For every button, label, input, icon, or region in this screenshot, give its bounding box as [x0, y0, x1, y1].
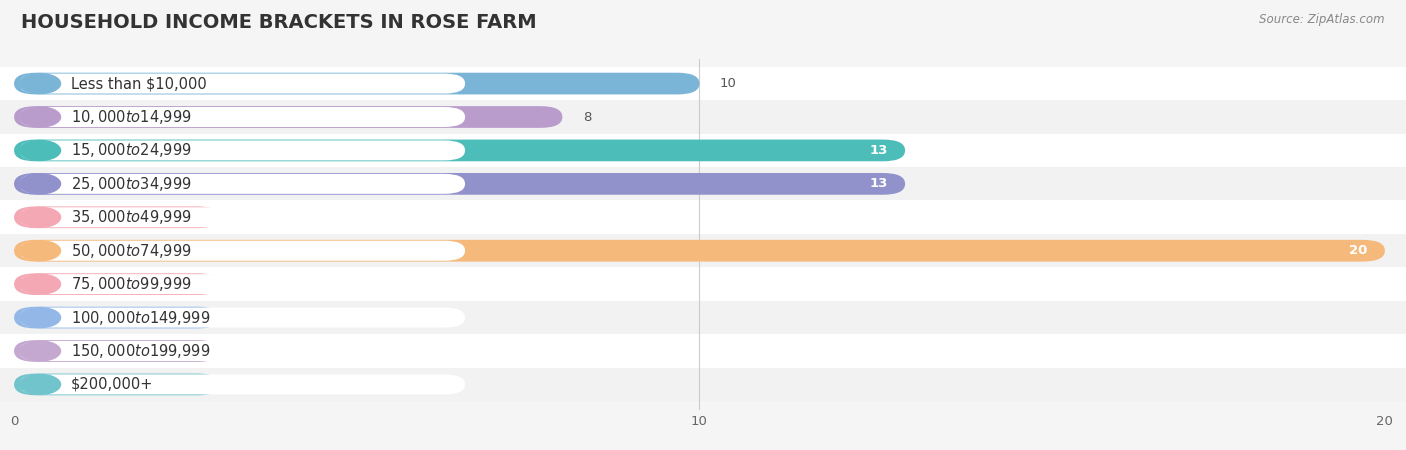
Circle shape: [20, 174, 60, 194]
FancyBboxPatch shape: [14, 173, 905, 195]
Text: $35,000 to $49,999: $35,000 to $49,999: [70, 208, 191, 226]
Circle shape: [20, 74, 60, 94]
FancyBboxPatch shape: [14, 73, 700, 94]
FancyBboxPatch shape: [0, 134, 1406, 167]
FancyBboxPatch shape: [0, 368, 1406, 401]
Text: 13: 13: [869, 177, 889, 190]
FancyBboxPatch shape: [0, 334, 1406, 368]
Text: Source: ZipAtlas.com: Source: ZipAtlas.com: [1260, 14, 1385, 27]
FancyBboxPatch shape: [14, 106, 562, 128]
FancyBboxPatch shape: [20, 308, 465, 328]
FancyBboxPatch shape: [20, 140, 465, 160]
Circle shape: [20, 374, 60, 394]
Circle shape: [20, 140, 60, 160]
FancyBboxPatch shape: [0, 167, 1406, 201]
FancyBboxPatch shape: [14, 273, 219, 295]
FancyBboxPatch shape: [14, 240, 1385, 261]
Text: $15,000 to $24,999: $15,000 to $24,999: [70, 141, 191, 159]
Text: 0: 0: [240, 211, 249, 224]
Circle shape: [20, 274, 60, 294]
Text: $100,000 to $149,999: $100,000 to $149,999: [70, 309, 211, 327]
FancyBboxPatch shape: [14, 374, 219, 395]
Text: Less than $10,000: Less than $10,000: [70, 76, 207, 91]
FancyBboxPatch shape: [20, 107, 465, 127]
Text: 8: 8: [583, 111, 592, 123]
FancyBboxPatch shape: [20, 207, 465, 227]
FancyBboxPatch shape: [20, 341, 465, 361]
FancyBboxPatch shape: [20, 241, 465, 261]
Text: 0: 0: [240, 311, 249, 324]
Text: 0: 0: [240, 345, 249, 357]
Circle shape: [20, 308, 60, 328]
Circle shape: [20, 207, 60, 227]
FancyBboxPatch shape: [0, 267, 1406, 301]
Text: 0: 0: [240, 278, 249, 291]
FancyBboxPatch shape: [0, 234, 1406, 268]
Circle shape: [20, 241, 60, 261]
FancyBboxPatch shape: [14, 307, 219, 328]
Text: $75,000 to $99,999: $75,000 to $99,999: [70, 275, 191, 293]
FancyBboxPatch shape: [20, 74, 465, 94]
FancyBboxPatch shape: [0, 100, 1406, 134]
Circle shape: [20, 107, 60, 127]
FancyBboxPatch shape: [14, 207, 219, 228]
Text: $50,000 to $74,999: $50,000 to $74,999: [70, 242, 191, 260]
Text: $150,000 to $199,999: $150,000 to $199,999: [70, 342, 211, 360]
Text: HOUSEHOLD INCOME BRACKETS IN ROSE FARM: HOUSEHOLD INCOME BRACKETS IN ROSE FARM: [21, 14, 537, 32]
Circle shape: [20, 341, 60, 361]
Text: 20: 20: [1350, 244, 1368, 257]
FancyBboxPatch shape: [14, 340, 219, 362]
FancyBboxPatch shape: [20, 374, 465, 394]
Text: 0: 0: [240, 378, 249, 391]
FancyBboxPatch shape: [20, 174, 465, 194]
FancyBboxPatch shape: [0, 301, 1406, 334]
FancyBboxPatch shape: [0, 67, 1406, 100]
Text: 10: 10: [720, 77, 737, 90]
Text: $25,000 to $34,999: $25,000 to $34,999: [70, 175, 191, 193]
Text: 13: 13: [869, 144, 889, 157]
Text: $10,000 to $14,999: $10,000 to $14,999: [70, 108, 191, 126]
Text: $200,000+: $200,000+: [70, 377, 153, 392]
FancyBboxPatch shape: [20, 274, 465, 294]
FancyBboxPatch shape: [0, 200, 1406, 234]
FancyBboxPatch shape: [14, 140, 905, 161]
